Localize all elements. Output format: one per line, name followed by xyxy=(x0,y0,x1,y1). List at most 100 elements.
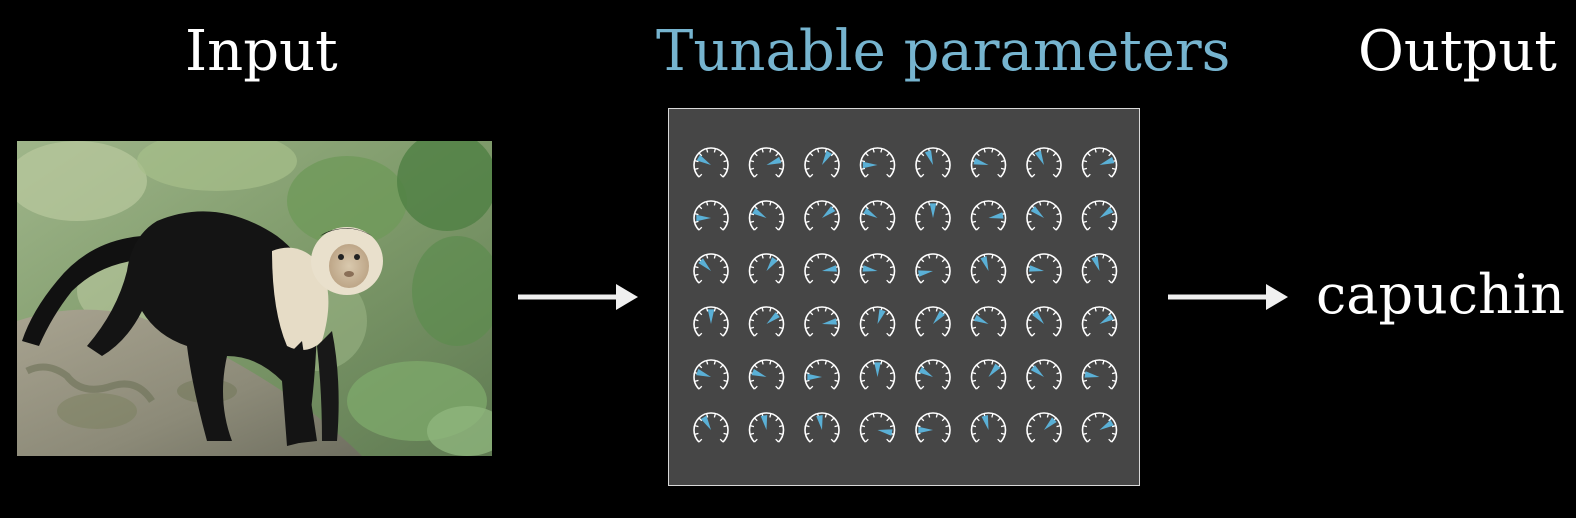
dial-needle xyxy=(874,362,881,377)
dial-needle xyxy=(981,415,989,430)
dial-knob-icon xyxy=(748,253,785,284)
dial-knob-icon xyxy=(693,147,729,178)
dial-knob-icon xyxy=(804,359,840,390)
dial-needle xyxy=(698,258,711,271)
dial-knob-icon xyxy=(1026,200,1062,231)
dial-knob-icon xyxy=(859,253,896,284)
dial-needle xyxy=(929,203,937,218)
dial-needle xyxy=(1099,206,1114,218)
dial-knob-icon xyxy=(859,306,896,337)
dial-knob-icon xyxy=(1081,147,1118,178)
dial-knob-icon xyxy=(693,306,729,337)
dial-knob-icon xyxy=(915,306,951,337)
dial-knob-icon xyxy=(1026,147,1062,178)
dial-knob-icon xyxy=(1026,253,1062,284)
dial-knob-icon xyxy=(693,200,729,231)
dial-needle xyxy=(918,426,933,434)
dial-knob-icon xyxy=(970,306,1007,337)
dial-knob-icon xyxy=(915,147,951,178)
dial-needle xyxy=(1091,256,1100,271)
dial-knob-icon xyxy=(748,147,785,178)
dial-knob-icon xyxy=(693,253,729,284)
dial-knob-icon xyxy=(1081,306,1118,337)
dial-needle xyxy=(751,368,767,377)
dial-needle xyxy=(980,256,989,271)
dial-needle xyxy=(752,207,767,218)
dial-needle xyxy=(918,270,933,277)
dial-knob-icon xyxy=(915,253,951,284)
dial-knob-icon xyxy=(804,253,840,284)
dial-needle xyxy=(1084,371,1100,378)
dial-needle xyxy=(766,257,778,271)
arrow-right-icon xyxy=(518,284,638,310)
dial-knob-icon xyxy=(859,147,896,178)
dial-needle xyxy=(766,156,782,165)
dial-needle xyxy=(700,415,711,430)
dial-needle xyxy=(1044,417,1057,430)
dial-needle xyxy=(1030,365,1044,377)
dial-needle xyxy=(862,265,878,272)
dial-needle xyxy=(1034,150,1044,165)
dial-knob-icon xyxy=(1081,253,1118,284)
dial-knob-icon xyxy=(748,200,785,231)
dial-grid xyxy=(693,147,1118,443)
dial-knob-icon xyxy=(970,359,1007,390)
dial-needle xyxy=(807,373,822,381)
dial-needle xyxy=(973,158,989,165)
dial-needle xyxy=(1099,419,1114,430)
dial-knob-icon xyxy=(859,359,896,390)
dial-knob-icon xyxy=(748,306,785,337)
input-heading: Input xyxy=(185,19,338,84)
dial-knob-icon xyxy=(915,359,951,390)
dial-needle xyxy=(1030,206,1044,218)
dial-knob-icon xyxy=(970,253,1007,284)
arrow-right-icon xyxy=(1168,284,1288,310)
dial-knob-icon xyxy=(693,412,729,443)
dial-knob-icon xyxy=(915,200,951,231)
dial-knob-icon xyxy=(1081,200,1118,231)
dial-needle xyxy=(822,206,836,218)
parameters-panel xyxy=(668,108,1140,486)
dial-knob-icon xyxy=(804,306,840,337)
dial-needle xyxy=(1032,310,1044,324)
tunable-parameters-heading: Tunable parameters xyxy=(656,19,1231,84)
dial-needle xyxy=(696,368,711,377)
dial-needle xyxy=(1099,156,1115,165)
dial-needle xyxy=(918,366,933,377)
dial-needle xyxy=(822,265,837,272)
dial-needle xyxy=(988,212,1004,219)
dial-knob-icon xyxy=(915,412,951,443)
output-heading: Output xyxy=(1358,19,1557,84)
dial-knob-icon xyxy=(804,412,840,443)
dial-knob-icon xyxy=(1081,412,1118,443)
dial-needle xyxy=(766,312,780,324)
dial-knob-icon xyxy=(1026,306,1062,337)
dial-knob-icon xyxy=(970,412,1007,443)
capuchin-photo xyxy=(17,141,492,456)
dial-knob-icon xyxy=(1026,359,1062,390)
dial-knob-icon xyxy=(804,147,840,178)
dial-needle xyxy=(696,154,711,165)
dial-needle xyxy=(973,314,989,324)
dial-needle xyxy=(988,363,1001,377)
dial-knob-icon xyxy=(970,147,1007,178)
dial-needle xyxy=(1099,313,1114,324)
dial-needle xyxy=(863,207,878,218)
dial-needle xyxy=(822,150,833,165)
dial-knob-icon xyxy=(1081,359,1118,390)
dial-knob-icon xyxy=(859,200,896,231)
dial-needle xyxy=(877,429,893,436)
dial-needle xyxy=(933,310,945,324)
dial-needle xyxy=(1029,265,1044,272)
dial-knob-icon xyxy=(748,359,785,390)
dial-needle xyxy=(816,415,823,430)
dial-needle xyxy=(760,415,768,430)
dial-knob-icon xyxy=(859,412,896,443)
dial-knob-icon xyxy=(693,359,729,390)
dial-needle xyxy=(877,309,886,324)
dial-needle xyxy=(924,150,933,165)
dial-knob-icon xyxy=(804,200,840,231)
dial-needle xyxy=(862,161,878,169)
dial-needle xyxy=(696,214,711,222)
dial-needle xyxy=(822,318,837,325)
